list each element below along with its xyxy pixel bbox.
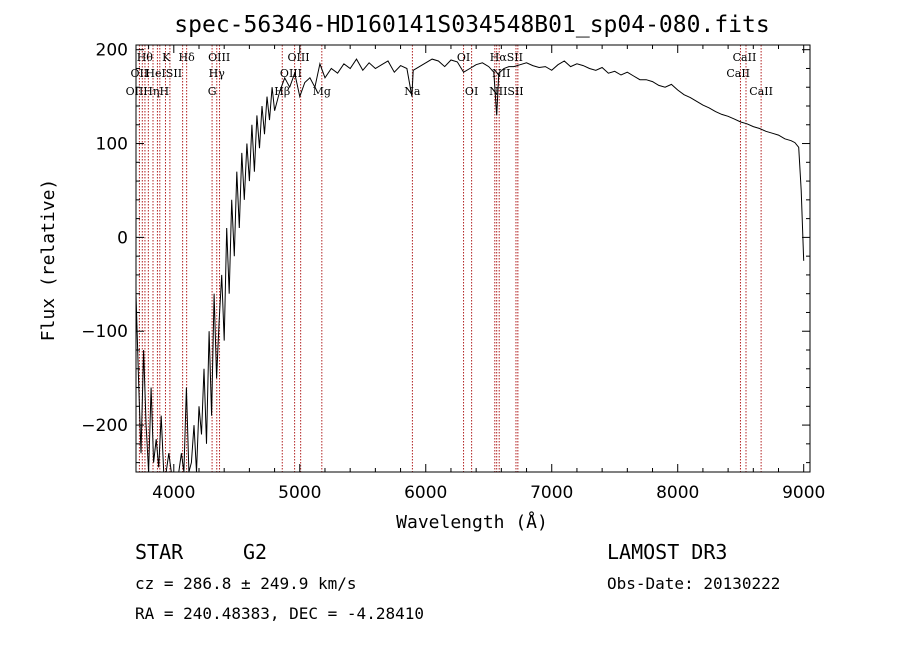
line-label: Hγ <box>209 67 226 80</box>
observation-date: Obs-Date: 20130222 <box>607 574 781 593</box>
line-label: OI <box>465 85 478 98</box>
object-class: STAR <box>135 540 184 564</box>
y-tick-label: 0 <box>117 228 128 248</box>
line-label: OII <box>131 67 149 80</box>
line-label: Hβ <box>274 85 290 98</box>
line-label: CaII <box>726 67 750 80</box>
line-label: G <box>208 85 217 98</box>
x-tick-label: 7000 <box>530 483 573 503</box>
y-axis-ticks: −200 −100 0 100 200 <box>81 41 810 464</box>
y-tick-label: −100 <box>81 322 128 342</box>
y-tick-label: −200 <box>81 416 128 436</box>
y-tick-label: 100 <box>96 135 128 155</box>
x-tick-label: 5000 <box>278 483 321 503</box>
survey-label: LAMOST DR3 <box>607 540 728 564</box>
x-axis-label: Wavelength (Å) <box>396 511 548 533</box>
redshift-cz: cz = 286.8 ± 249.9 km/s <box>135 574 357 593</box>
line-markers <box>138 45 762 472</box>
line-label: OIIHηH <box>126 85 169 98</box>
object-subclass: G2 <box>243 540 268 564</box>
plot-frame <box>135 44 811 473</box>
spectrum-line <box>135 58 805 473</box>
line-label: Hδ <box>179 51 196 64</box>
line-label: CaII <box>749 85 773 98</box>
line-label: Hθ <box>137 51 154 64</box>
line-label: HeISII <box>145 67 182 80</box>
line-label: HαSII <box>490 51 523 64</box>
line-label: Mg <box>313 85 331 98</box>
line-label: OI <box>457 51 470 64</box>
x-tick-label: 9000 <box>782 483 825 503</box>
x-tick-label: 4000 <box>152 483 195 503</box>
spectrum-chart: spec-56346-HD160141S034548B01_sp04-080.f… <box>38 12 825 533</box>
line-label: OIII <box>287 51 309 64</box>
line-label: OIII <box>208 51 230 64</box>
line-label: OIII <box>280 67 302 80</box>
line-label: NII <box>492 67 510 80</box>
y-axis-label: Flux (relative) <box>38 179 59 342</box>
y-tick-label: 200 <box>96 41 128 61</box>
line-label: K <box>162 51 171 64</box>
x-axis-ticks: 4000 5000 6000 7000 8000 9000 <box>148 45 825 503</box>
chart-title: spec-56346-HD160141S034548B01_sp04-080.f… <box>174 12 769 38</box>
x-tick-label: 6000 <box>404 483 447 503</box>
x-tick-label: 8000 <box>656 483 699 503</box>
coordinates: RA = 240.48383, DEC = -4.28410 <box>135 604 424 623</box>
line-label: CaII <box>733 51 757 64</box>
